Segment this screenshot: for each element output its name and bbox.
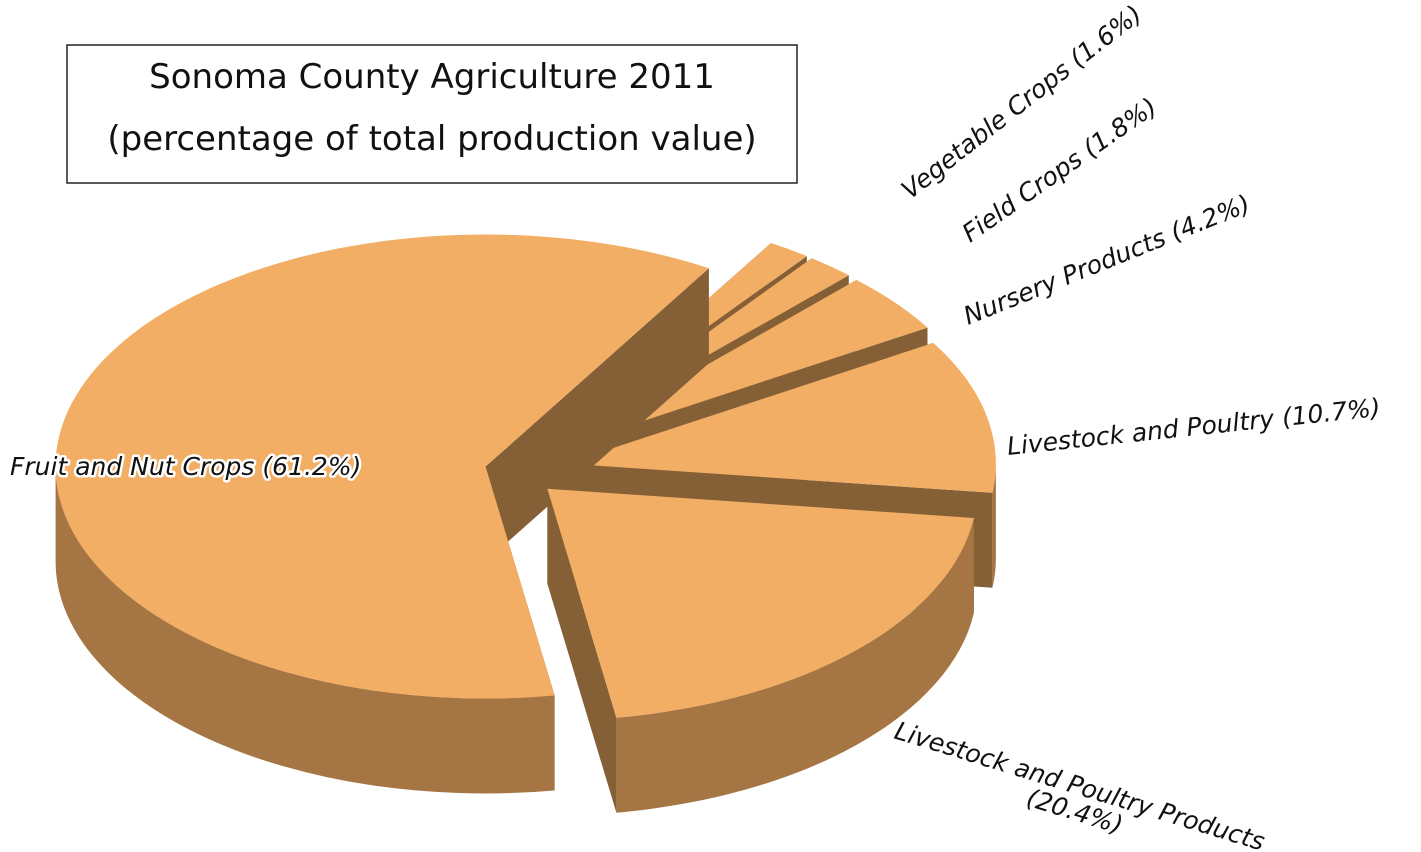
slice-label: Livestock and Poultry Products bbox=[891, 716, 1268, 852]
slice bbox=[55, 234, 709, 699]
chart-title: Sonoma County Agriculture 2011 bbox=[149, 57, 715, 97]
slice-value: (10.7%) bbox=[1280, 393, 1381, 432]
slice-name: Fruit and Nut Crops bbox=[10, 452, 254, 481]
slice-name: Livestock and Poultry bbox=[1006, 404, 1277, 461]
slice-side bbox=[992, 463, 996, 588]
pie bbox=[55, 234, 996, 813]
slice bbox=[565, 342, 996, 493]
slice-label: Fruit and Nut Crops (61.2%) bbox=[10, 452, 361, 481]
slice bbox=[547, 488, 974, 718]
slice-name: Livestock and Poultry Products bbox=[891, 716, 1268, 852]
slice-wall bbox=[547, 488, 617, 813]
slice-side bbox=[616, 518, 974, 813]
slice-label: Vegetable Crops(1.6%) bbox=[896, 0, 1147, 205]
slice-name: Nursery Products bbox=[959, 223, 1169, 330]
chart-subtitle: (percentage of total production value) bbox=[107, 119, 756, 159]
slice-name: Field Crops bbox=[957, 144, 1088, 248]
slice-side bbox=[55, 466, 555, 794]
slice-label: Livestock and Poultry (10.7%) bbox=[1006, 393, 1382, 461]
slice-value: (1.6%) bbox=[1064, 0, 1147, 73]
title-box bbox=[66, 44, 798, 184]
slice-value: (1.8%) bbox=[1078, 92, 1163, 163]
slice-value: (61.2%) bbox=[262, 452, 361, 481]
slice-value: (4.2%) bbox=[1166, 189, 1254, 247]
slice-wall bbox=[485, 268, 709, 562]
